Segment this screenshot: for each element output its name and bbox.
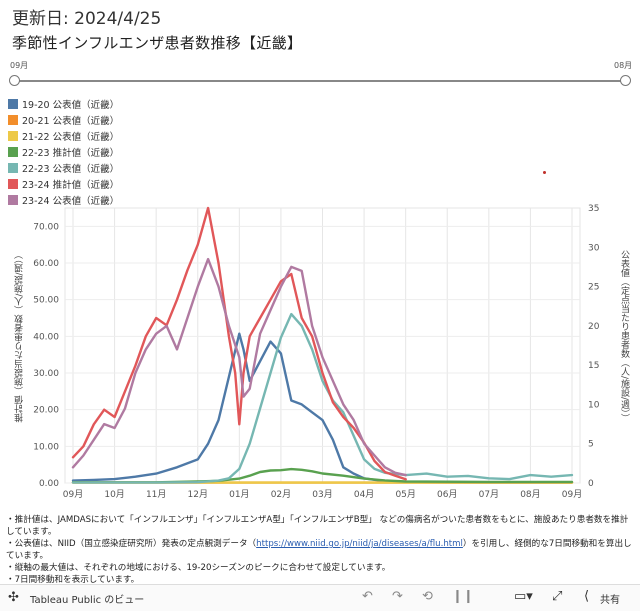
- niid-link[interactable]: https://www.niid.go.jp/niid/ja/diseases/…: [256, 539, 463, 549]
- stray-mark: [543, 171, 546, 174]
- undo-icon[interactable]: ↶: [362, 589, 373, 604]
- left-tick-label: 10.00: [33, 442, 59, 452]
- legend-swatch: [8, 99, 18, 109]
- right-tick-label: 15: [588, 361, 599, 371]
- x-tick-label: 06月: [437, 489, 457, 500]
- share-icon[interactable]: ⟨: [584, 589, 590, 604]
- x-tick-label: 05月: [395, 489, 415, 500]
- legend-label: 23-24 公表値（近畿）: [22, 196, 120, 207]
- fullscreen-icon[interactable]: ⤢: [552, 589, 563, 604]
- tableau-logo-icon: ✣: [8, 590, 19, 605]
- legend-item-2[interactable]: 21-22 公表値（近畿）: [8, 128, 119, 144]
- tableau-footer: ✣ Tableau Public のビュー ↶ ↷ ⟲ ❙❙ ▭▾ ⤢ ⟨ 共有: [0, 584, 640, 611]
- legend-item-3[interactable]: 22-23 推計値（近畿）: [8, 144, 119, 160]
- left-tick-label: 60.00: [33, 259, 59, 269]
- legend-item-5[interactable]: 23-24 推計値（近畿）: [8, 176, 119, 192]
- page-title: 季節性インフルエンザ患者数推移【近畿】: [12, 34, 303, 52]
- x-tick-label: 08月: [520, 489, 540, 500]
- legend-swatch: [8, 115, 18, 125]
- revert-icon[interactable]: ⟲: [422, 589, 433, 604]
- x-tick-label: 02月: [271, 489, 291, 500]
- legend-label: 19-20 公表値（近畿）: [22, 100, 120, 111]
- legend-label: 22-23 公表値（近畿）: [22, 164, 120, 175]
- right-tick-label: 30: [588, 243, 600, 253]
- right-axis-label: 公表値（定点当たり患者数（人/施設/週））: [619, 250, 629, 423]
- left-tick-label: 30.00: [33, 369, 59, 379]
- notes: ・推計値は、JAMDASにおいて「インフルエンザ」「インフルエンザA型」「インフ…: [6, 514, 634, 586]
- note-line-1: ・推計値は、JAMDASにおいて「インフルエンザ」「インフルエンザA型」「インフ…: [6, 515, 629, 537]
- x-tick-label: 11月: [146, 489, 166, 500]
- legend-item-1[interactable]: 20-21 公表値（近畿）: [8, 112, 119, 128]
- right-tick-label: 20: [588, 322, 600, 332]
- legend-label: 22-23 推計値（近畿）: [22, 148, 120, 159]
- slider-start-handle[interactable]: [9, 75, 20, 86]
- x-tick-label: 07月: [479, 489, 499, 500]
- legend-swatch: [8, 195, 18, 205]
- slider-start-label: 09月: [10, 61, 29, 70]
- legend-label: 21-22 公表値（近畿）: [22, 132, 120, 143]
- note-line-3: ・縦軸の最大値は、それぞれの地域における、19-20シーズンのピークに合わせて設…: [6, 563, 391, 573]
- left-tick-label: 40.00: [33, 332, 59, 342]
- legend-swatch: [8, 147, 18, 157]
- left-tick-label: 20.00: [33, 406, 59, 416]
- legend-item-0[interactable]: 19-20 公表値（近畿）: [8, 96, 119, 112]
- share-label[interactable]: 共有: [600, 595, 620, 606]
- note-line-2: ・公表値は、NIID（国立感染症研究所）発表の定点観測データ（https://w…: [6, 538, 634, 562]
- x-tick-label: 09月: [562, 489, 582, 500]
- legend-label: 20-21 公表値（近畿）: [22, 116, 120, 127]
- legend-swatch: [8, 179, 18, 189]
- slider-end-label: 08月: [614, 61, 633, 70]
- left-tick-label: 70.00: [33, 222, 59, 232]
- tableau-public-link[interactable]: Tableau Public のビュー: [30, 595, 145, 606]
- x-tick-label: 09月: [63, 489, 83, 500]
- redo-icon[interactable]: ↷: [392, 589, 403, 604]
- left-tick-label: 50.00: [33, 296, 59, 306]
- legend-swatch: [8, 131, 18, 141]
- note-line-2b: ）を引用し、経側的な7日間移動和を算出しています。: [6, 539, 632, 561]
- pause-icon[interactable]: ❙❙: [452, 589, 474, 604]
- note-line-4: ・7日間移動和を表示しています。: [6, 575, 140, 585]
- legend: 19-20 公表値（近畿） 20-21 公表値（近畿） 21-22 公表値（近畿…: [8, 96, 119, 208]
- x-tick-label: 01月: [229, 489, 249, 500]
- note-line-2a: ・公表値は、NIID（国立感染症研究所）発表の定点観測データ（: [6, 539, 257, 549]
- slider-end-handle[interactable]: [620, 75, 631, 86]
- device-preview-icon[interactable]: ▭▾: [514, 589, 533, 604]
- right-tick-label: 35: [588, 204, 599, 214]
- legend-swatch: [8, 163, 18, 173]
- right-tick-label: 25: [588, 283, 599, 293]
- x-tick-label: 04月: [354, 489, 374, 500]
- x-tick-label: 12月: [188, 489, 208, 500]
- legend-label: 23-24 推計値（近畿）: [22, 180, 120, 191]
- right-tick-label: 10: [588, 400, 600, 410]
- left-tick-label: 0.00: [39, 479, 59, 489]
- line-chart[interactable]: 09月 10月 11月 12月 01月 02月 03月 04月 05月 06月 07月 08月 09月 0…: [0, 200, 640, 510]
- updated-date: 更新日: 2024/4/25: [12, 9, 162, 29]
- series-line-6: [71, 257, 407, 477]
- x-tick-label: 10月: [104, 489, 124, 500]
- right-tick-label: 5: [588, 440, 594, 450]
- legend-item-4[interactable]: 22-23 公表値（近畿）: [8, 160, 119, 176]
- month-range-slider-track[interactable]: [14, 80, 626, 82]
- legend-item-6[interactable]: 23-24 公表値（近畿）: [8, 192, 119, 208]
- right-tick-label: 0: [588, 479, 594, 489]
- series-line-5: [71, 206, 407, 481]
- x-tick-label: 03月: [312, 489, 332, 500]
